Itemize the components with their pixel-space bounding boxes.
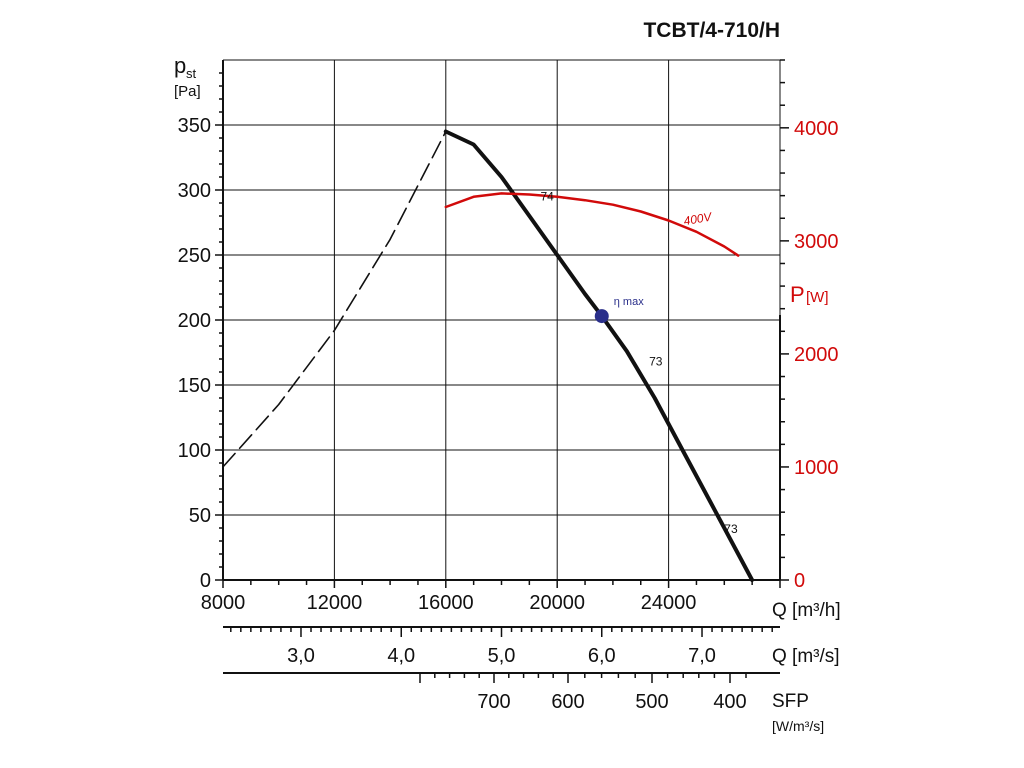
y-tick-label: 100 xyxy=(178,440,211,462)
y-tick-label: 200 xyxy=(178,310,211,332)
eta-max-point xyxy=(594,309,609,324)
y2-tick-label: 0 xyxy=(794,570,805,592)
chart-title: TCBT/4-710/H xyxy=(643,19,780,42)
y2-tick-label: 3000 xyxy=(794,231,839,253)
y-tick-label: 0 xyxy=(200,570,211,592)
y2-tick-label: 2000 xyxy=(794,344,839,366)
series-unstable-region xyxy=(222,130,447,468)
sfp-tick-label: 700 xyxy=(477,691,510,713)
sfp-axis-unit: [W/m³/s] xyxy=(772,718,824,734)
y2-tick-label: 4000 xyxy=(794,118,839,140)
y-tick-label: 350 xyxy=(178,115,211,137)
series-static-pressure xyxy=(443,129,755,582)
efficiency-label: 73 xyxy=(649,355,663,369)
series-400v xyxy=(444,192,740,257)
sfp-tick-label: 600 xyxy=(551,691,584,713)
y-axis-label-sub: st xyxy=(186,66,197,81)
y2-axis-label: P xyxy=(790,282,805,307)
x2-tick-label: 5,0 xyxy=(488,645,516,667)
x-axis-label: Q [m³/h] xyxy=(772,600,841,621)
x2-axis-label: Q [m³/s] xyxy=(772,646,840,667)
axes: 0 50 100 150 200 250 300 350 0 1000 2000 3000 4000 80… xyxy=(178,59,839,713)
x-tick-label: 24000 xyxy=(641,592,697,614)
y-tick-label: 300 xyxy=(178,180,211,202)
y-axis-unit: [Pa] xyxy=(174,83,201,100)
y2-tick-label: 1000 xyxy=(794,457,839,479)
y-tick-label: 50 xyxy=(189,505,211,527)
sfp-axis-label: SFP xyxy=(772,691,809,712)
efficiency-label: 73 xyxy=(724,522,738,536)
efficiency-label: 74 xyxy=(540,189,554,203)
y-tick-label: 250 xyxy=(178,245,211,267)
x2-tick-label: 6,0 xyxy=(588,645,616,667)
series-layer: 74 73 73 η max 400V xyxy=(222,129,755,582)
x2-tick-label: 4,0 xyxy=(387,645,415,667)
x-tick-label: 16000 xyxy=(418,592,474,614)
x-tick-label: 20000 xyxy=(529,592,585,614)
y-tick-label: 150 xyxy=(178,375,211,397)
grid xyxy=(222,59,781,580)
labels: TCBT/4-710/H p st [Pa] P [W] Q [m³/h] Q … xyxy=(174,19,841,734)
sfp-tick-label: 500 xyxy=(635,691,668,713)
x-tick-label: 8000 xyxy=(201,592,246,614)
eta-max-label: η max xyxy=(614,296,644,308)
y2-axis-unit: [W] xyxy=(806,289,829,306)
sfp-tick-label: 400 xyxy=(713,691,746,713)
x2-tick-label: 7,0 xyxy=(688,645,716,667)
y-axis-label: p xyxy=(174,53,186,78)
x-tick-label: 12000 xyxy=(307,592,363,614)
series-label-400v: 400V xyxy=(682,209,713,228)
x2-tick-label: 3,0 xyxy=(287,645,315,667)
